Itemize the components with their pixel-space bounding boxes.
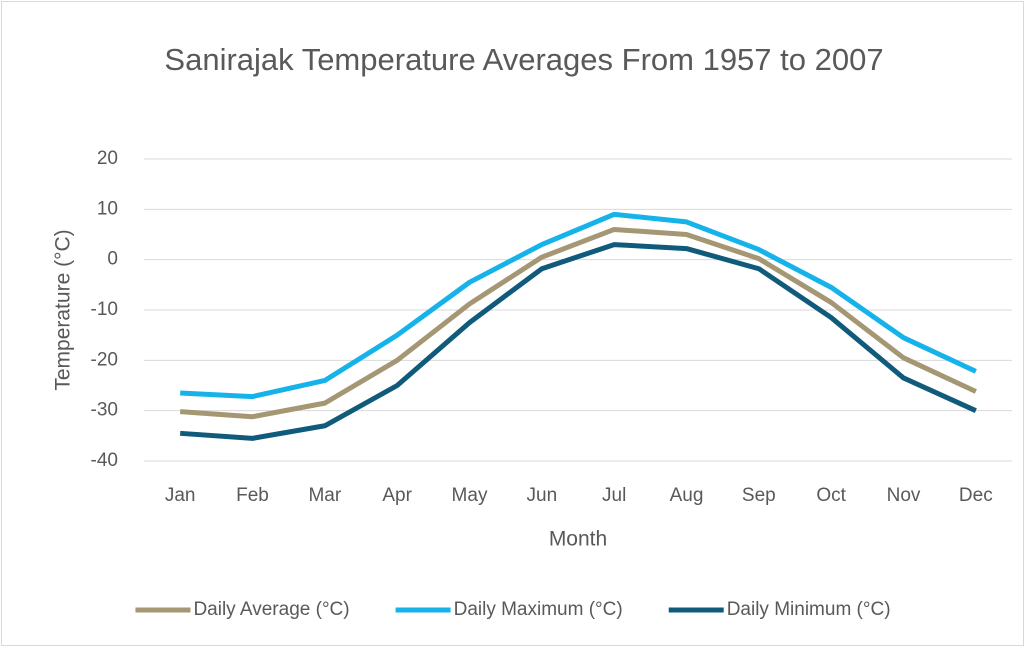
x-tick-label: Jun <box>527 485 558 506</box>
legend-label: Daily Maximum (°C) <box>454 599 623 620</box>
y-tick-label: -30 <box>91 400 118 421</box>
y-tick-label: 10 <box>97 198 118 219</box>
line-series <box>179 242 977 441</box>
x-tick-label: Aug <box>670 485 704 506</box>
x-tick-label: May <box>452 485 488 506</box>
y-tick-label: -10 <box>91 299 118 320</box>
legend-label: Daily Average (°C) <box>193 599 349 620</box>
y-tick-label: -20 <box>91 349 118 370</box>
legend-label: Daily Minimum (°C) <box>727 599 891 620</box>
x-tick-label: Mar <box>308 485 341 506</box>
chart-title: Sanirajak Temperature Averages From 1957… <box>164 42 884 77</box>
x-tick-label: Apr <box>382 485 412 506</box>
x-tick-label: Nov <box>887 485 921 506</box>
x-tick-label: Jul <box>602 485 626 506</box>
y-tick-label: 20 <box>97 148 118 169</box>
x-tick-label: Dec <box>959 485 993 506</box>
x-tick-label: Jan <box>165 485 196 506</box>
x-tick-label: Feb <box>236 485 269 506</box>
y-tick-label: -40 <box>91 450 118 471</box>
x-tick-label: Sep <box>742 485 776 506</box>
y-tick-label: 0 <box>107 249 118 270</box>
line-series <box>179 226 977 420</box>
line-series <box>180 211 977 400</box>
y-axis-label: Temperature (°C) <box>52 229 75 390</box>
x-axis-label: Month <box>549 528 607 551</box>
x-tick-label: Oct <box>816 485 846 506</box>
